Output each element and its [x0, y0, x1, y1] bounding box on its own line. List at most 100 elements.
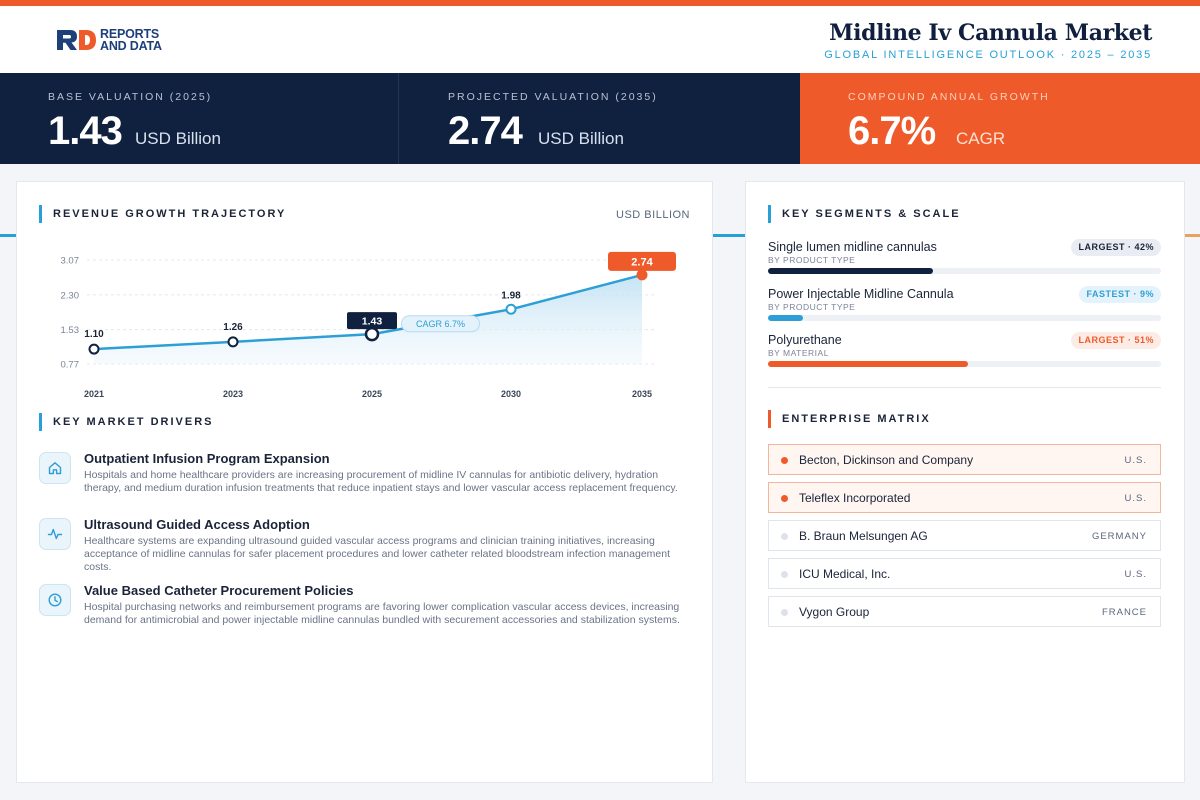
segment-share-fill — [768, 268, 934, 274]
page-title: Midline Iv Cannula Market — [829, 20, 1152, 46]
company-name: Vygon Group — [799, 605, 870, 619]
top-accent-bar — [0, 0, 1200, 6]
enterprise-row[interactable]: Becton, Dickinson and Company U.S. — [768, 444, 1161, 475]
page-subtitle: GLOBAL INTELLIGENCE OUTLOOK · 2025 – 203… — [824, 49, 1152, 61]
cagr-annotation-pill — [401, 315, 480, 333]
driver-title: Outpatient Infusion Program Expansion — [84, 451, 330, 466]
kpi-label: COMPOUND ANNUAL GROWTH — [848, 91, 1050, 103]
data-label: 1.98 — [501, 290, 521, 301]
left-panel: REVENUE GROWTH TRAJECTORY USD BILLION 0.… — [16, 181, 713, 783]
data-point — [227, 336, 239, 348]
y-tick-label: 0.77 — [61, 360, 80, 371]
company-name: Becton, Dickinson and Company — [799, 453, 974, 467]
end-value-tag — [608, 251, 676, 271]
cagr-annotation-label: CAGR 6.7% — [416, 319, 465, 329]
section-divider — [768, 387, 1161, 388]
enterprise-row[interactable]: Vygon Group FRANCE — [768, 596, 1161, 627]
kpi-unit: USD Billion — [538, 129, 624, 148]
segment-category: BY MATERIAL — [768, 348, 829, 358]
kpi-label: PROJECTED VALUATION (2035) — [448, 91, 658, 103]
logo-wordmark: REPORTS AND DATA — [100, 27, 162, 53]
x-tick-label: 2025 — [362, 389, 382, 399]
right-panel: KEY SEGMENTS & SCALE Single lumen midlin… — [745, 181, 1185, 783]
driver-description: Hospitals and home healthcare providers … — [84, 469, 678, 494]
x-tick-label: 2030 — [501, 389, 521, 399]
clock-icon — [39, 584, 71, 616]
data-label: 2.74 — [631, 256, 653, 268]
home-icon — [39, 452, 71, 484]
kpi-label: BASE VALUATION (2025) — [48, 91, 213, 103]
company-country: U.S. — [1124, 569, 1147, 580]
area-fill — [94, 274, 642, 364]
x-tick-label: 2021 — [84, 389, 104, 399]
enterprise-row[interactable]: Teleflex Incorporated U.S. — [768, 482, 1161, 513]
segment-share-bar — [768, 268, 1161, 274]
segment-share-bar — [768, 315, 1161, 321]
kpi-strip: BASE VALUATION (2025) 1.43 USD Billion P… — [0, 73, 1200, 237]
company-name: ICU Medical, Inc. — [799, 567, 891, 581]
company-name: Teleflex Incorporated — [799, 491, 911, 505]
page-header: REPORTS AND DATA Midline Iv Cannula Mark… — [0, 6, 1200, 73]
data-point — [88, 343, 100, 355]
kpi-cagr: COMPOUND ANNUAL GROWTH 6.7% CAGR — [800, 73, 1200, 164]
data-label: 1.26 — [223, 322, 243, 333]
status-dot — [781, 609, 788, 616]
status-dot — [781, 495, 788, 502]
kpi-value: 6.7% — [848, 109, 936, 153]
segment-name: Power Injectable Midline Cannula — [768, 287, 954, 301]
segment-item: Single lumen midline cannulas BY PRODUCT… — [768, 239, 1161, 282]
brand-logo[interactable]: REPORTS AND DATA — [55, 28, 175, 54]
segments-section-heading: KEY SEGMENTS & SCALE — [768, 205, 961, 223]
y-tick-label: 3.07 — [61, 256, 80, 267]
pulse-icon — [39, 518, 71, 550]
status-dot — [781, 457, 788, 464]
status-dot — [781, 533, 788, 540]
enterprise-row[interactable]: ICU Medical, Inc. U.S. — [768, 558, 1161, 589]
kpi-unit: CAGR — [956, 129, 1006, 148]
base-value-tag — [347, 312, 397, 330]
company-country: U.S. — [1124, 493, 1147, 504]
x-tick-label: 2023 — [223, 389, 243, 399]
data-label: 1.43 — [362, 316, 383, 328]
kpi-unit: USD Billion — [135, 129, 221, 148]
segment-category: BY PRODUCT TYPE — [768, 255, 856, 265]
company-country: FRANCE — [1101, 607, 1147, 618]
kpi-base-valuation: BASE VALUATION (2025) 1.43 USD Billion — [0, 73, 399, 164]
data-point — [636, 269, 648, 281]
logo-line-1: REPORTS — [100, 27, 160, 41]
x-tick-label: 2035 — [632, 389, 652, 399]
company-name: B. Braun Melsungen AG — [799, 529, 928, 543]
segment-item: Polyurethane BY MATERIAL LARGEST · 51% — [768, 332, 1161, 375]
enterprise-row[interactable]: B. Braun Melsungen AG GERMANY — [768, 520, 1161, 551]
segment-share-fill — [768, 315, 804, 321]
data-point — [505, 303, 517, 315]
segment-name: Polyurethane — [768, 333, 842, 347]
logo-line-2: AND DATA — [100, 38, 162, 53]
segment-item: Power Injectable Midline Cannula BY PROD… — [768, 286, 1161, 329]
chart-unit-label: USD BILLION — [616, 209, 690, 221]
driver-title: Value Based Catheter Procurement Policie… — [84, 583, 354, 598]
chart-section-heading: REVENUE GROWTH TRAJECTORY — [39, 205, 286, 223]
company-country: U.S. — [1124, 455, 1147, 466]
segment-badge: LARGEST · 42% — [1071, 239, 1161, 256]
segment-badge: FASTEST · 9% — [1079, 286, 1161, 303]
kpi-projected-valuation: PROJECTED VALUATION (2035) 2.74 USD Bill… — [400, 73, 800, 164]
segment-name: Single lumen midline cannulas — [768, 240, 937, 254]
driver-description: Hospital purchasing networks and reimbur… — [84, 601, 680, 626]
kpi-value: 2.74 — [448, 109, 523, 153]
y-tick-label: 1.53 — [61, 325, 80, 336]
driver-title: Ultrasound Guided Access Adoption — [84, 517, 310, 532]
data-point — [364, 326, 380, 342]
status-dot — [781, 571, 788, 578]
data-label: 1.10 — [84, 329, 104, 340]
drivers-section-heading: KEY MARKET DRIVERS — [39, 413, 213, 431]
revenue-line-chart: 0.77 1.53 2.30 3.07 CAGR 6.7% 1.10 2021 1.26 202… — [61, 251, 676, 399]
logo-mark-icon — [57, 30, 96, 50]
driver-description: Healthcare systems are expanding ultraso… — [84, 535, 671, 573]
y-tick-label: 2.30 — [61, 290, 80, 301]
enterprise-section-heading: ENTERPRISE MATRIX — [768, 410, 931, 428]
company-country: GERMANY — [1091, 531, 1147, 542]
kpi-value: 1.43 — [48, 109, 123, 153]
segment-share-fill — [768, 361, 969, 367]
segment-share-bar — [768, 361, 1161, 367]
